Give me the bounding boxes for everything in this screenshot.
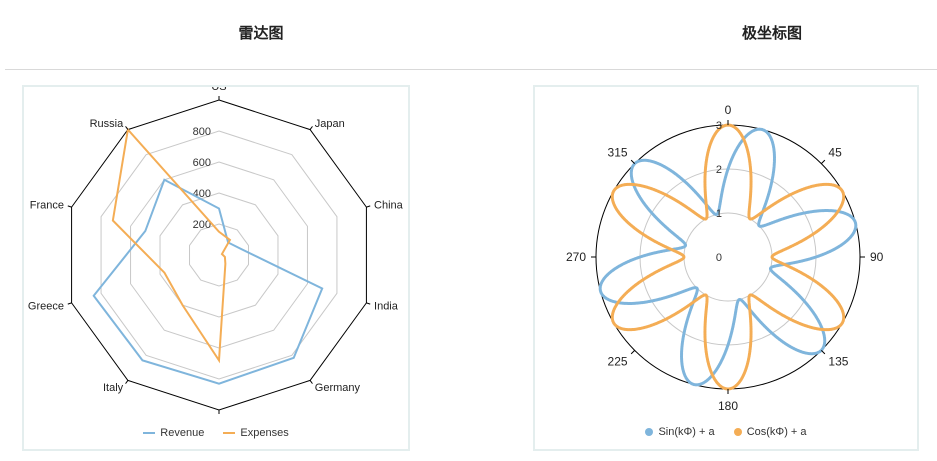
polar-radial-tick-label: 2 (716, 164, 722, 176)
radar-axis-tick (67, 205, 72, 208)
radar-axis-tick (67, 302, 72, 305)
radar-legend: Revenue Expenses (24, 425, 408, 439)
polar-angle-label: 90 (870, 250, 884, 264)
polar-radial-tick-label: 0 (716, 252, 722, 264)
radar-series-revenue (92, 178, 324, 385)
radar-outer-ring (71, 99, 367, 411)
radar-axis-tick (125, 126, 129, 130)
header-divider (5, 69, 937, 70)
radar-category-label: China (374, 200, 404, 212)
radar-chart: 200400600800USJapanChinaIndiaGermanyUKIt… (28, 81, 404, 432)
radar-series-expenses (111, 127, 232, 364)
radar-axis-tick (309, 126, 313, 130)
radar-tick-label: 600 (193, 157, 211, 169)
radar-grid-ring (159, 192, 279, 318)
radar-grid-ring (130, 161, 308, 349)
radar-tick-label: 400 (193, 188, 211, 200)
radar-tick-label: 800 (193, 126, 211, 138)
polar-radial-tick-label: 1 (716, 208, 722, 220)
legend-label-sin: Sin(kΦ) + a (658, 426, 715, 438)
polar-angle-tick (820, 159, 826, 165)
polar-angle-label: 135 (828, 354, 848, 368)
polar-chart-title: 极坐标图 (741, 24, 802, 42)
legend-label-cos: Cos(kΦ) + a (746, 426, 807, 438)
sin-swatch (645, 428, 654, 436)
radar-category-label: US (211, 87, 226, 93)
polar-angle-label: 45 (828, 146, 842, 160)
polar-legend: Sin(kΦ) + a Cos(kΦ) + a (535, 426, 917, 439)
radar-category-label: Russia (90, 118, 125, 130)
polar-angle-label: 180 (718, 399, 738, 413)
polar-angle-label: 0 (725, 103, 732, 117)
radar-category-label: Japan (315, 118, 345, 130)
legend-label-revenue: Revenue (160, 427, 205, 439)
polar-radial-tick-label: 3 (716, 120, 722, 132)
legend-item-revenue[interactable]: Revenue (143, 427, 204, 439)
radar-tick-label: 200 (193, 219, 211, 231)
polar-angle-label: 315 (608, 146, 628, 160)
radar-axis-tick (309, 380, 313, 384)
radar-axis-tick (366, 205, 371, 208)
radar-category-label: Germany (315, 382, 361, 394)
polar-angle-label: 270 (566, 250, 586, 264)
polar-angle-tick (820, 349, 826, 355)
radar-category-label: Italy (103, 382, 124, 394)
polar-angle-tick (630, 159, 636, 165)
radar-category-label: Greece (28, 300, 64, 312)
radar-axis-tick (366, 302, 371, 305)
revenue-swatch (143, 432, 156, 434)
radar-grid-ring (189, 223, 249, 287)
polar-angle-label: 225 (608, 354, 628, 368)
legend-item-cos[interactable]: Cos(kΦ) + a (733, 426, 807, 438)
legend-item-expenses[interactable]: Expenses (223, 427, 289, 439)
radar-grid-ring (100, 130, 338, 380)
polar-chart-panel: 0 1 2 3 0 45 90 135 180 225 270 315 Sin(kΦ) + a Cos… (533, 85, 919, 451)
radar-chart-panel: 200400600800USJapanChinaIndiaGermanyUKIt… (22, 81, 410, 451)
radar-axis-tick (125, 380, 129, 384)
polar-series-sin (598, 127, 858, 387)
radar-category-label: France (30, 200, 64, 212)
cos-swatch (733, 428, 742, 436)
expenses-swatch (223, 432, 236, 434)
polar-angle-tick (630, 349, 636, 355)
legend-item-sin[interactable]: Sin(kΦ) + a (645, 426, 715, 438)
legend-label-expenses: Expenses (240, 427, 289, 439)
radar-category-label: India (374, 300, 399, 312)
radar-chart-title: 雷达图 (238, 24, 284, 42)
